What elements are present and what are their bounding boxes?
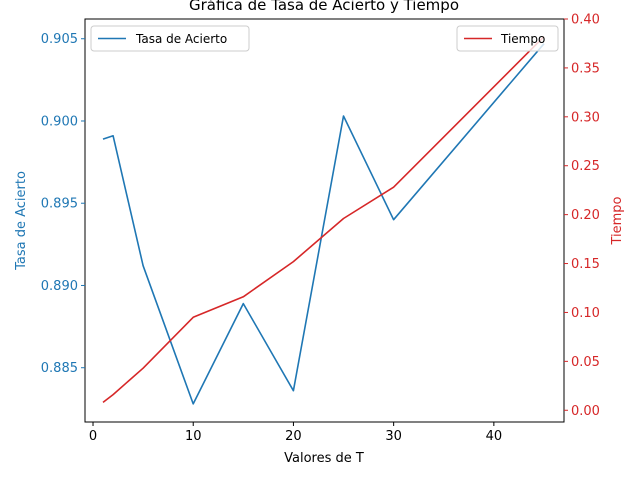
chart-title: Gráfica de Tasa de Acierto y Tiempo (189, 0, 459, 14)
x-tick-label: 0 (89, 429, 97, 444)
legend-left-box (90, 25, 250, 52)
y-right-tick-label: 0.30 (571, 110, 600, 125)
x-tick-label: 20 (285, 429, 302, 444)
y-left-tick-label: 0.885 (41, 361, 78, 376)
series-line-tasa-de-acierto (102, 43, 545, 405)
y-axis-left-label: Tasa de Acierto (14, 171, 29, 271)
y-left-tick-label: 0.890 (41, 279, 78, 294)
y-right-tick-label: 0.25 (571, 159, 600, 174)
y-axis-left: 0.885 0.890 0.895 0.900 0.905 (41, 32, 85, 376)
y-right-tick-label: 0.15 (571, 257, 600, 272)
legend-right-label: Tiempo (500, 32, 545, 46)
y-right-tick-label: 0.35 (571, 61, 600, 76)
y-axis-right: 0.00 0.05 0.10 0.15 0.20 0.25 0.30 0.35 0.40 (564, 13, 600, 419)
plot-lines (102, 36, 545, 405)
series-line-tiempo (102, 36, 545, 404)
y-right-tick-label: 0.00 (571, 404, 600, 419)
legend-right-box (456, 25, 559, 52)
legend-left-label: Tasa de Acierto (135, 32, 227, 46)
y-right-tick-label: 0.10 (571, 306, 600, 321)
x-axis: 0 10 20 30 40 (89, 422, 502, 444)
y-right-tick-label: 0.20 (571, 208, 600, 223)
y-axis-right-label: Tiempo (610, 196, 625, 245)
x-tick-label: 10 (185, 429, 202, 444)
legend-left: Tasa de Acierto (90, 25, 250, 52)
x-tick-label: 30 (385, 429, 402, 444)
legend-right: Tiempo (456, 25, 559, 52)
y-left-tick-label: 0.895 (41, 197, 78, 212)
y-right-tick-label: 0.05 (571, 355, 600, 370)
y-right-tick-label: 0.40 (571, 13, 600, 28)
y-left-tick-label: 0.905 (41, 32, 78, 47)
x-axis-label: Valores de T (284, 451, 364, 466)
y-left-tick-label: 0.900 (41, 114, 78, 129)
plot-frame (84, 18, 565, 423)
x-tick-label: 40 (486, 429, 503, 444)
